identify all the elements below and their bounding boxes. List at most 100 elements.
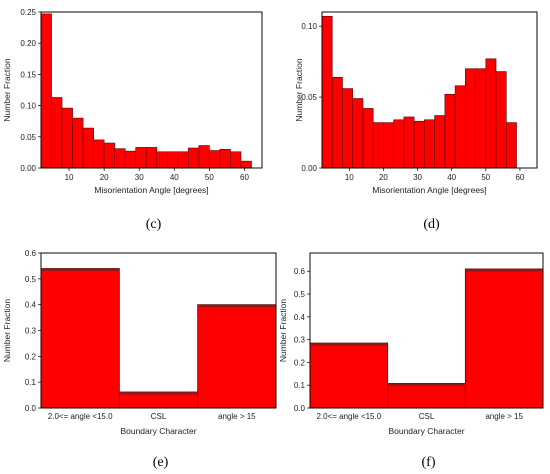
- y-tick-label: 0.4: [25, 301, 37, 310]
- bar: [51, 97, 63, 169]
- bar: [485, 58, 497, 169]
- y-tick-label: 0.6: [25, 249, 37, 258]
- bar: [166, 151, 179, 169]
- y-axis-label: Number Fraction: [2, 58, 12, 122]
- bar: [240, 160, 252, 169]
- y-tick-label: 0.1: [294, 381, 306, 390]
- bar: [188, 147, 200, 169]
- bar-top-shade: [388, 383, 465, 386]
- bar: [465, 68, 476, 169]
- bar: [331, 76, 343, 169]
- bar: [444, 93, 456, 169]
- bar-top-shade: [311, 343, 387, 346]
- bar-top-shade: [120, 391, 197, 395]
- y-axis-label: Number Fraction: [2, 299, 12, 363]
- y-tick-label: 0.0: [294, 404, 306, 413]
- bar: [424, 119, 435, 169]
- bar: [342, 88, 354, 169]
- x-axis-label: Boundary Character: [388, 426, 464, 436]
- chart-d: 10 20 30 40 50 60 0.00 0.05 0.10 Misorientation A…: [294, 11, 538, 232]
- x-axis-label: Boundary Character: [120, 426, 196, 436]
- bar: [372, 122, 384, 169]
- x-tick-label: 10: [65, 173, 74, 182]
- chart-f: 2.0<= angle <15.0 CSL angle > 15 0.0 0.1 0.2 0…: [278, 252, 544, 470]
- bar: [464, 268, 544, 409]
- panel-label: (f): [422, 455, 436, 470]
- y-tick-label: 0.00: [301, 164, 317, 173]
- y-tick-label: 0.10: [301, 22, 317, 31]
- bar-top-shade: [466, 268, 542, 272]
- bar: [40, 268, 120, 409]
- y-tick-label: 0.25: [20, 8, 36, 17]
- bar: [40, 13, 52, 169]
- bar: [413, 120, 425, 169]
- bar: [495, 71, 507, 169]
- chart-e: 2.0<= angle <15.0 CSL angle > 15 0.0 0.1 0.2 0…: [2, 249, 277, 470]
- bar: [135, 147, 147, 169]
- y-tick-label: 0.5: [25, 275, 37, 284]
- bar: [93, 139, 105, 169]
- bar: [197, 304, 277, 409]
- bar-top-shade: [42, 268, 119, 271]
- panel-label: (e): [153, 455, 169, 470]
- x-tick-label: 2.0<= angle <15.0: [316, 412, 381, 421]
- y-tick-label: 0.1: [25, 378, 37, 387]
- bar: [362, 108, 374, 169]
- x-tick-label: 20: [100, 173, 109, 182]
- bar: [103, 142, 115, 169]
- bar: [454, 85, 466, 169]
- y-tick-label: 0.15: [20, 70, 36, 79]
- bar: [209, 150, 221, 169]
- bar: [230, 151, 242, 169]
- bar: [383, 122, 394, 169]
- x-tick-label: 60: [515, 173, 524, 182]
- x-tick-label: 50: [481, 173, 490, 182]
- bar: [198, 145, 210, 169]
- bar: [82, 127, 94, 169]
- y-tick-label: 0.2: [25, 352, 37, 361]
- bar-top-shade: [198, 304, 275, 308]
- bar: [475, 68, 487, 169]
- plot-frame: [40, 11, 263, 169]
- bar: [309, 342, 389, 409]
- bar: [393, 119, 405, 169]
- x-tick-label: 40: [170, 173, 179, 182]
- y-tick-label: 0.6: [294, 267, 306, 276]
- panel-label: (d): [423, 217, 440, 232]
- x-tick-label: 30: [135, 173, 144, 182]
- x-tick-label: CSL: [151, 412, 167, 421]
- bar: [72, 117, 84, 169]
- plot-frame: [309, 252, 544, 409]
- y-tick-label: 0.10: [20, 102, 36, 111]
- y-tick-label: 0.0: [25, 404, 37, 413]
- bar: [219, 148, 231, 169]
- y-tick-label: 0.00: [20, 164, 36, 173]
- x-tick-label: angle > 15: [485, 412, 523, 421]
- x-tick-label: CSL: [419, 412, 435, 421]
- x-axis-label: Misorientation Angle [degrees]: [372, 185, 486, 195]
- x-tick-label: 20: [379, 173, 388, 182]
- y-tick-label: 0.5: [294, 290, 306, 299]
- plot-frame: [40, 252, 277, 409]
- bar: [124, 150, 137, 169]
- bar: [321, 15, 333, 169]
- y-tick-label: 0.4: [294, 313, 306, 322]
- bar: [505, 122, 517, 169]
- bar: [156, 151, 168, 169]
- x-tick-label: 30: [413, 173, 422, 182]
- x-tick-label: 40: [447, 173, 456, 182]
- bar: [352, 98, 364, 169]
- y-tick-label: 0.05: [20, 133, 36, 142]
- y-tick-label: 0.3: [294, 336, 306, 345]
- bar: [403, 116, 415, 169]
- x-tick-label: angle > 15: [218, 412, 256, 421]
- plot-frame: [321, 11, 538, 169]
- bar: [61, 107, 73, 169]
- x-axis-label: Misorientation Angle [degrees]: [94, 185, 208, 195]
- x-tick-label: 60: [240, 173, 249, 182]
- bar: [387, 382, 466, 409]
- x-tick-label: 50: [205, 173, 214, 182]
- panel-label: (c): [146, 217, 162, 232]
- y-axis-label: Number Fraction: [294, 58, 304, 122]
